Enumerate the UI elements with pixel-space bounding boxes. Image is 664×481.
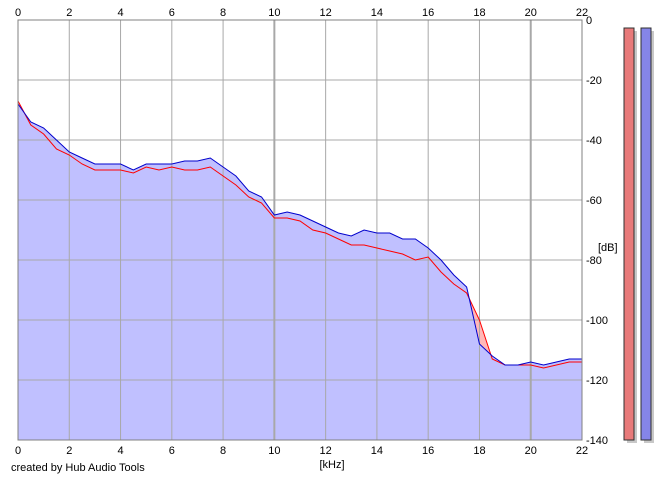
x-tick-top-6: 6 <box>169 7 175 19</box>
x-tick-bottom-18: 18 <box>473 445 485 457</box>
x-tick-top-22: 22 <box>576 7 588 19</box>
y-tick-labels: 0 -20 -40 -60 -80 -100 -120 -140 <box>586 15 608 447</box>
x-tick-bottom-4: 4 <box>117 445 123 457</box>
x-tick-bottom-0: 0 <box>15 445 21 457</box>
y-axis-label: [dB] <box>598 242 618 254</box>
y-tick-80: -80 <box>586 255 602 267</box>
x-tick-top-12: 12 <box>320 7 332 19</box>
x-tick-bottom-16: 16 <box>422 445 434 457</box>
y-tick-60: -60 <box>586 195 602 207</box>
x-tick-top-18: 18 <box>473 7 485 19</box>
x-tick-bottom-20: 20 <box>525 445 537 457</box>
x-tick-bottom-12: 12 <box>320 445 332 457</box>
y-tick-100: -100 <box>586 315 608 327</box>
x-tick-bottom-10: 10 <box>268 445 280 457</box>
series-1-line <box>17 100 582 369</box>
x-tick-bottom-2: 2 <box>66 445 72 457</box>
x-tick-bottom-8: 8 <box>220 445 226 457</box>
y-tick-20: -20 <box>586 75 602 87</box>
series-2-fill <box>18 104 582 440</box>
x-tick-bottom-6: 6 <box>169 445 175 457</box>
y-tick-140: -140 <box>586 435 608 447</box>
y-tick-40: -40 <box>586 135 602 147</box>
meter-1-bar <box>623 27 635 441</box>
x-tick-labels-top: 0 2 4 6 8 10 12 14 16 18 20 22 <box>15 7 588 19</box>
x-axis-label: [kHz] <box>319 459 344 471</box>
x-tick-bottom-14: 14 <box>371 445 383 457</box>
credit-text: created by Hub Audio Tools <box>11 462 145 474</box>
level-meters <box>623 27 654 443</box>
x-tick-top-2: 2 <box>66 7 72 19</box>
x-tick-top-4: 4 <box>117 7 123 19</box>
series-2-line <box>17 103 582 366</box>
x-tick-top-16: 16 <box>422 7 434 19</box>
x-tick-top-20: 20 <box>525 7 537 19</box>
y-tick-0: 0 <box>586 15 592 27</box>
y-tick-120: -120 <box>586 375 608 387</box>
series-lines <box>17 100 582 369</box>
series-fills <box>18 101 582 440</box>
x-tick-labels-bottom: 0 2 4 6 8 10 12 14 16 18 20 22 <box>15 445 588 457</box>
x-tick-bottom-22: 22 <box>576 445 588 457</box>
x-tick-top-8: 8 <box>220 7 226 19</box>
x-tick-top-0: 0 <box>15 7 21 19</box>
plot-border <box>17 19 583 441</box>
meter-2-bar <box>640 27 652 441</box>
x-tick-top-10: 10 <box>268 7 280 19</box>
x-tick-top-14: 14 <box>371 7 383 19</box>
